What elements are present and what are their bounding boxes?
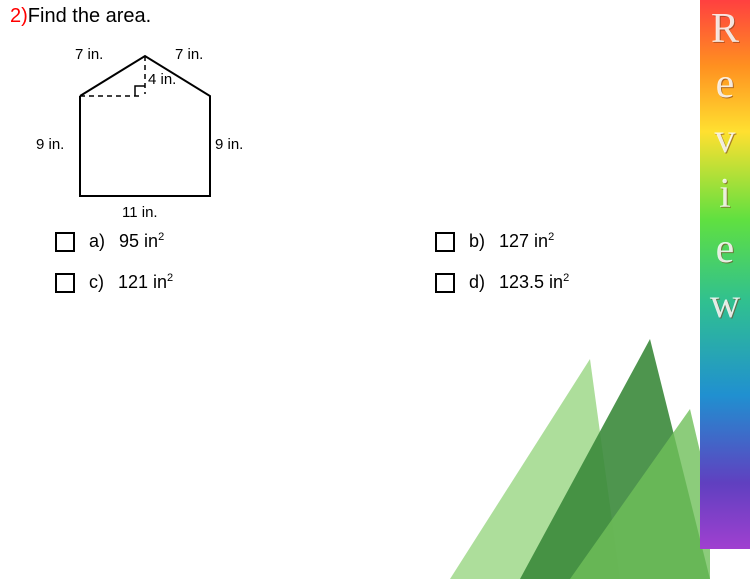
option-a[interactable]: a) 95 in2 [55,231,435,252]
option-value: 123.5 in2 [499,272,569,293]
dim-bottom: 11 in. [122,204,158,221]
pentagon-shape [30,36,250,226]
option-value: 95 in2 [119,231,164,252]
answer-grid: a) 95 in2 b) 127 in2 c) 121 in2 d) 123.5… [55,231,690,293]
review-letter: R [711,2,739,57]
option-letter: d) [469,272,485,293]
question-number: 2) [10,5,28,27]
checkbox-icon[interactable] [55,273,75,293]
checkbox-icon[interactable] [435,232,455,252]
option-d[interactable]: d) 123.5 in2 [435,272,735,293]
question-prompt: Find the area. [28,5,151,27]
dim-top-right: 7 in. [175,46,203,63]
checkbox-icon[interactable] [55,232,75,252]
dim-center-height: 4 in. [148,71,176,88]
review-sidebar: R e v i e w [700,0,750,549]
dim-right-side: 9 in. [215,136,243,153]
option-letter: a) [89,231,105,252]
dim-left-side: 9 in. [36,136,64,153]
checkbox-icon[interactable] [435,273,455,293]
option-letter: c) [89,272,104,293]
review-letter: w [710,277,740,332]
review-letter: e [716,57,735,112]
option-c[interactable]: c) 121 in2 [55,272,435,293]
dim-top-left: 7 in. [75,46,103,63]
option-value: 121 in2 [118,272,173,293]
review-letter: v [715,112,736,167]
option-value: 127 in2 [499,231,554,252]
figure: 7 in. 7 in. 4 in. 9 in. 9 in. 11 in. [30,36,250,226]
option-letter: b) [469,231,485,252]
question-line: 2)Find the area. [10,5,690,28]
review-letter: i [719,167,731,222]
review-letter: e [716,222,735,277]
option-b[interactable]: b) 127 in2 [435,231,735,252]
slide-content: 2)Find the area. 7 in. 7 in. 4 in. 9 in.… [0,0,700,549]
